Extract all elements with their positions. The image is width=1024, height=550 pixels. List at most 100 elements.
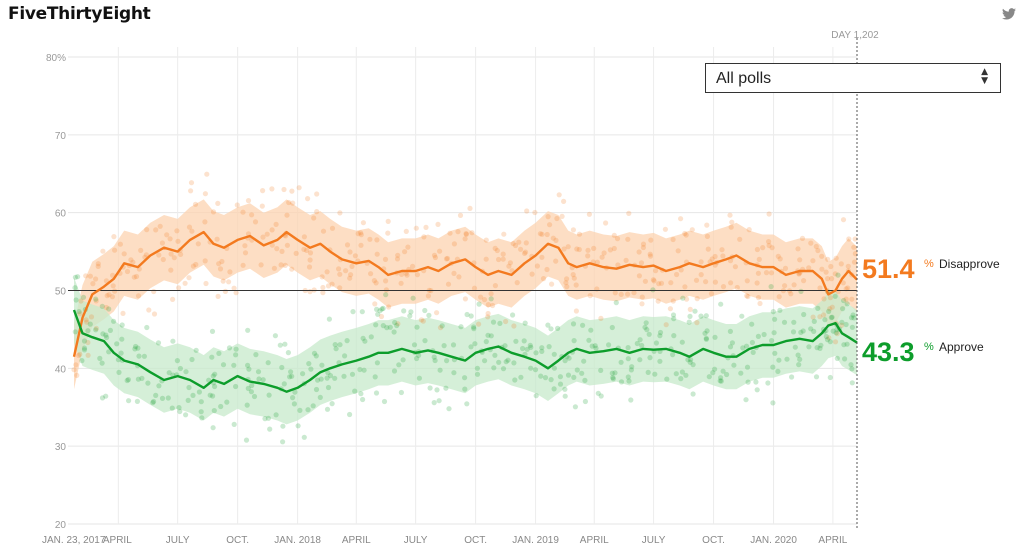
disapprove-poll-dot — [594, 259, 601, 265]
disapprove-poll-dot — [839, 322, 845, 328]
approve-poll-dot — [770, 400, 776, 406]
disapprove-poll-dot — [745, 293, 751, 300]
disapprove-poll-dot — [117, 241, 123, 247]
approve-poll-dot — [81, 345, 88, 351]
disapprove-poll-dot — [233, 290, 239, 296]
disapprove-poll-dot — [444, 255, 451, 262]
disapprove-poll-dot — [684, 296, 690, 302]
disapprove-poll-dot — [320, 228, 327, 234]
disapprove-poll-dot — [293, 250, 299, 256]
disapprove-poll-dot — [545, 214, 551, 220]
approve-poll-dot — [768, 284, 774, 290]
disapprove-poll-dot — [732, 264, 739, 270]
disapprove-poll-dot — [103, 278, 109, 284]
approve-poll-dot — [374, 306, 380, 312]
approve-poll-dot — [97, 355, 103, 361]
approve-poll-dot — [301, 434, 307, 440]
disapprove-poll-dot — [156, 252, 162, 258]
disapprove-poll-dot — [352, 253, 358, 259]
approve-poll-dot — [698, 313, 704, 319]
approve-poll-dot — [686, 319, 692, 325]
approve-poll-dot — [770, 309, 776, 315]
approve-poll-dot — [150, 400, 156, 406]
disapprove-poll-dot — [219, 258, 225, 265]
disapprove-poll-dot — [245, 198, 252, 204]
approve-poll-dot — [551, 365, 558, 371]
approve-poll-dot — [99, 303, 105, 309]
site-logo[interactable]: FiveThirtyEight — [8, 4, 151, 24]
approve-poll-dot — [134, 398, 140, 404]
disapprove-poll-dot — [395, 252, 401, 258]
disapprove-poll-dot — [305, 196, 311, 202]
approve-poll-dot — [360, 335, 366, 341]
approve-poll-dot — [431, 354, 437, 360]
approve-poll-dot — [280, 423, 286, 429]
approve-poll-dot — [796, 362, 802, 368]
disapprove-poll-dot — [734, 284, 740, 291]
disapprove-poll-dot — [418, 317, 424, 323]
disapprove-poll-dot — [289, 266, 295, 272]
disapprove-poll-dot — [88, 314, 95, 320]
approve-poll-dot — [512, 377, 518, 383]
disapprove-poll-dot — [825, 256, 831, 262]
disapprove-poll-dot — [84, 319, 90, 325]
approve-poll-dot — [111, 318, 117, 324]
approve-poll-dot — [808, 326, 814, 332]
disapprove-poll-dot — [791, 282, 797, 288]
disapprove-poll-dot — [373, 280, 379, 286]
disapprove-poll-dot — [399, 271, 405, 277]
x-tick-label: JAN. 2018 — [274, 535, 321, 546]
disapprove-poll-dot — [563, 280, 569, 286]
approve-poll-dot — [426, 312, 432, 318]
disapprove-poll-dot — [112, 288, 118, 294]
disapprove-poll-dot — [650, 277, 657, 283]
approve-poll-dot — [325, 384, 332, 391]
y-tick-label: 60 — [55, 209, 67, 220]
approve-poll-dot — [777, 307, 783, 313]
approve-poll-dot — [849, 324, 856, 330]
approve-poll-dot — [383, 292, 389, 298]
approve-poll-dot — [81, 347, 88, 353]
approve-poll-dot — [156, 383, 162, 389]
disapprove-poll-dot — [810, 314, 816, 320]
approve-poll-dot — [306, 361, 312, 367]
approve-poll-dot — [177, 365, 183, 372]
disapprove-poll-dot — [639, 294, 645, 300]
approve-poll-dot — [571, 338, 577, 344]
approve-poll-dot — [522, 320, 528, 326]
disapprove-poll-dot — [383, 278, 389, 284]
twitter-bird-icon[interactable] — [1002, 8, 1016, 20]
disapprove-poll-dot — [656, 281, 662, 287]
disapprove-poll-dot — [840, 217, 847, 223]
approve-poll-dot — [462, 386, 468, 392]
disapprove-poll-dot — [202, 191, 208, 197]
approve-poll-dot — [811, 328, 817, 334]
poll-filter-select[interactable]: All polls ▲ ▼ — [705, 63, 1001, 93]
disapprove-poll-dot — [500, 256, 506, 262]
disapprove-poll-dot — [564, 284, 570, 290]
disapprove-poll-dot — [385, 218, 391, 224]
approve-poll-dot — [581, 358, 587, 364]
approve-poll-dot — [151, 398, 157, 405]
disapprove-poll-dot — [227, 269, 233, 275]
disapprove-poll-dot — [638, 260, 645, 266]
disapprove-poll-dot — [614, 236, 621, 242]
approve-poll-dot — [712, 366, 718, 372]
approve-poll-dot — [384, 325, 390, 331]
disapprove-poll-dot — [553, 258, 559, 264]
approve-poll-dot — [828, 315, 835, 321]
disapprove-poll-dot — [78, 298, 84, 304]
approve-poll-dot — [75, 274, 81, 280]
disapprove-poll-dot — [130, 259, 136, 265]
disapprove-poll-dot — [510, 240, 516, 247]
disapprove-poll-dot — [87, 273, 93, 279]
disapprove-poll-dot — [687, 306, 693, 312]
approve-poll-dot — [104, 334, 110, 341]
approve-poll-dot — [255, 369, 262, 375]
approve-poll-dot — [253, 352, 259, 358]
approve-poll-dot — [289, 373, 295, 379]
approve-poll-dot — [394, 322, 400, 329]
disapprove-poll-dot — [168, 267, 174, 273]
approve-poll-dot — [625, 374, 631, 380]
approve-poll-dot — [562, 386, 568, 392]
